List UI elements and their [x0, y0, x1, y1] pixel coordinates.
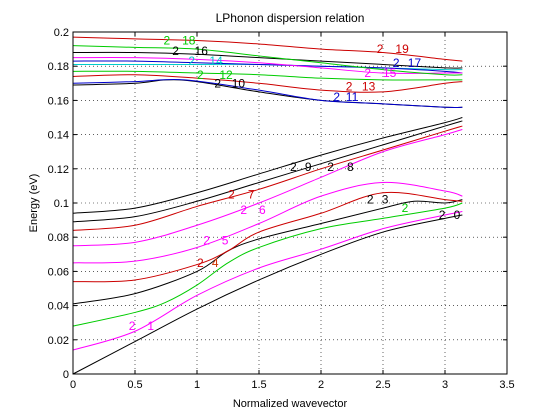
series-line [72, 125, 463, 231]
series-line [72, 117, 463, 214]
series-line [72, 181, 463, 264]
y-tick-label: 0.12 [48, 164, 69, 176]
x-tick-label: 1 [194, 379, 200, 391]
branch-label: 2 [333, 90, 340, 104]
branch-label: 9 [305, 160, 312, 174]
series-line [72, 211, 463, 351]
y-tick-label: 0.06 [48, 266, 69, 278]
branch-label: 3 [382, 193, 389, 207]
branch-label: 2 [367, 193, 374, 207]
series-line [72, 202, 463, 327]
branch-label: 2 [439, 208, 446, 222]
y-tick-label: 0.2 [54, 27, 69, 39]
y-tick-label: 0.1 [54, 198, 69, 210]
branch-label: 2 [172, 44, 179, 58]
series-line [72, 36, 463, 62]
series-line [72, 45, 463, 76]
branch-label: 2 [364, 66, 371, 80]
x-tick-label: 3 [442, 379, 448, 391]
series-line [72, 199, 463, 305]
branch-label: 2 [214, 76, 221, 90]
branch-label: 2 [327, 160, 334, 174]
x-tick-label: 0 [70, 379, 76, 391]
branch-label: 8 [347, 160, 354, 174]
y-axis: 0 0.02 0.04 0.06 0.08 0.1 0.12 0.14 0.16 0.18 0.2 [48, 27, 507, 381]
branch-label: 18 [182, 34, 196, 48]
series-line [72, 128, 463, 247]
series-line [72, 120, 463, 223]
x-axis-title: Normalized wavevector [233, 398, 348, 410]
y-tick-label: 0.04 [48, 301, 69, 313]
series-line [72, 191, 463, 283]
chart-title: LPhonon dispersion relation [216, 11, 365, 25]
branch-label: 2 [228, 187, 235, 201]
y-axis-title: Energy (eV) [28, 174, 40, 233]
branch-label: 2 [290, 160, 297, 174]
series-line [72, 57, 463, 74]
series-line [72, 74, 463, 93]
y-tick-label: 0.16 [48, 95, 69, 107]
series-line [72, 214, 463, 375]
branch-label: 2 [164, 34, 171, 48]
branch-label: 16 [195, 44, 209, 58]
branch-label: 5 [222, 234, 229, 248]
branch-label: 2 [203, 234, 210, 248]
annotation-layer: 2 02 122 32 42 52 62 72 9 2 82 102 112 132 122 142 152 16… [129, 34, 461, 334]
x-axis: 0 0.5 1 1.5 2 2.5 3 3.5 [70, 32, 515, 391]
y-tick-label: 0.08 [48, 232, 69, 244]
branch-label: 14 [209, 54, 223, 68]
branch-label: 2 [393, 56, 400, 70]
y-tick-label: 0.02 [48, 335, 69, 347]
branch-label: 2 [402, 201, 409, 215]
x-tick-label: 0.5 [127, 379, 142, 391]
x-tick-label: 3.5 [499, 379, 514, 391]
branch-label: 2 [129, 319, 136, 333]
x-tick-label: 2.5 [375, 379, 390, 391]
branch-label: 19 [395, 42, 409, 56]
branch-label: 2 [197, 68, 204, 82]
x-tick-label: 2 [318, 379, 324, 391]
y-tick-label: 0 [63, 369, 69, 381]
branch-label: 11 [346, 90, 359, 104]
branch-label: 6 [259, 203, 266, 217]
series-line [72, 78, 463, 108]
branch-label: 2 [240, 203, 247, 217]
series-layer [72, 36, 463, 375]
branch-label: 2 [377, 42, 384, 56]
branch-label: 7 [248, 187, 255, 201]
y-tick-label: 0.14 [48, 130, 69, 142]
x-tick-label: 1.5 [251, 379, 266, 391]
branch-label: 4 [212, 256, 219, 270]
branch-label: 12 [219, 68, 233, 82]
branch-label: 2 [197, 256, 204, 270]
branch-label: 15 [383, 66, 397, 80]
branch-label: 17 [408, 56, 422, 70]
branch-label: 2 [346, 80, 353, 94]
branch-label: 0 [454, 208, 461, 222]
branch-label: 10 [232, 76, 246, 90]
y-tick-label: 0.18 [48, 61, 69, 73]
series-line [72, 70, 463, 81]
branch-label: 13 [362, 80, 376, 94]
branch-label: 2 [188, 54, 195, 68]
branch-label: 1 [147, 319, 154, 333]
